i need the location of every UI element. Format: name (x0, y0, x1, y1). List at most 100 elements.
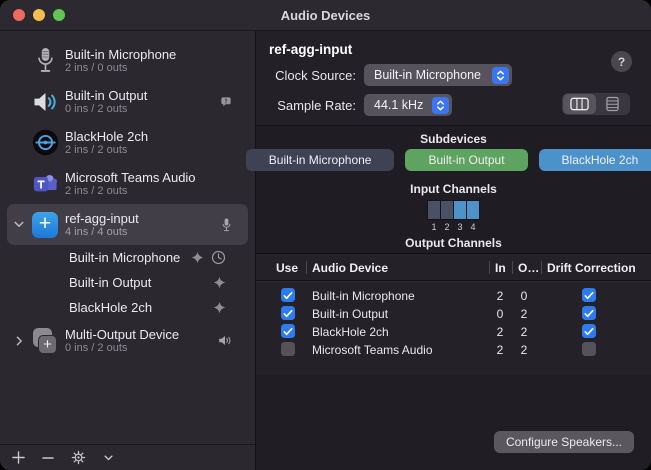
sidebar-subitem-built-in-output[interactable]: Built-in Output (0, 270, 255, 295)
subdevice-name: Built-in Microphone (69, 250, 181, 265)
subdevices-section: Subdevices Built-in Microphone Built-in O… (245, 125, 651, 253)
table-row-built-in-microphone[interactable]: Built-in Microphone 2 0 (256, 286, 651, 304)
spark-icon (213, 276, 226, 289)
table-row-built-in-output[interactable]: Built-in Output 0 2 (256, 304, 651, 322)
clock-source-value: Built-in Microphone (374, 68, 481, 82)
collapse-chevron-icon (103, 454, 113, 461)
view-mode-segmented-control (562, 93, 630, 115)
bottom-section: Configure Speakers... (256, 375, 651, 470)
table-body: Built-in Microphone 2 0 Built-in Output 0 2 Bl… (256, 281, 651, 358)
columns-view-button[interactable] (563, 94, 596, 114)
table-row-blackhole-2ch[interactable]: BlackHole 2ch 2 2 (256, 322, 651, 340)
table-row-microsoft-teams-audio[interactable]: Microsoft Teams Audio 2 2 (256, 340, 651, 358)
collapse-device-button[interactable] (100, 454, 116, 461)
device-title: ref-agg-input (269, 42, 353, 57)
device-name: Microsoft Teams Audio (65, 169, 196, 185)
clock-source-label: Clock Source: (275, 68, 356, 83)
window-title: Audio Devices (280, 7, 371, 23)
columns-view-icon (570, 97, 589, 111)
use-checkbox[interactable] (281, 342, 295, 356)
clock-source-popup[interactable]: Built-in Microphone (364, 64, 512, 86)
subdevices-heading: Subdevices (420, 132, 487, 146)
device-sidebar: Built-in Microphone 2 ins / 0 outs Built-i… (0, 31, 256, 470)
close-window-button[interactable] (13, 9, 25, 21)
device-name: Built-in Output (65, 87, 148, 103)
sidebar-subitem-blackhole-2ch[interactable]: BlackHole 2ch (0, 295, 255, 320)
speaker-small-icon (218, 334, 232, 347)
column-separator (512, 261, 513, 274)
drift-correction-checkbox[interactable] (582, 342, 596, 356)
zoom-window-button[interactable] (53, 9, 65, 21)
device-channels-summary: 2 ins / 2 outs (65, 184, 128, 197)
add-icon (11, 451, 25, 464)
sidebar-subitem-built-in-microphone[interactable]: Built-in Microphone (0, 245, 255, 270)
row-out-count: 2 (520, 306, 528, 321)
channel-number: 3 (457, 222, 463, 232)
chevron-down-icon[interactable] (8, 221, 30, 228)
multi-output-icon: + (30, 327, 60, 354)
channel-number: 2 (444, 222, 450, 232)
use-checkbox[interactable] (281, 288, 295, 302)
subdevice-table: Use Audio Device In O… Drift Correction … (256, 253, 651, 375)
use-checkbox[interactable] (281, 306, 295, 320)
subdevice-pills: Built-in Microphone Built-in Output BlackH… (245, 149, 651, 171)
blackhole-icon (30, 129, 60, 156)
drift-correction-checkbox[interactable] (582, 324, 596, 338)
device-name: ref-agg-input (65, 210, 139, 226)
subdevice-pill-blackhole-2ch[interactable]: BlackHole 2ch (538, 149, 651, 171)
col-use[interactable]: Use (276, 261, 299, 275)
channel-number: 1 (431, 222, 437, 232)
table-header: Use Audio Device In O… Drift Correction (256, 254, 651, 281)
spark-icon (213, 301, 226, 314)
row-device-name: Microsoft Teams Audio (312, 342, 433, 357)
microphone-icon (30, 47, 60, 74)
sidebar-item-multi-output-device[interactable]: + Multi-Output Device 0 ins / 2 outs (0, 320, 255, 361)
sidebar-item-microsoft-teams-audio[interactable]: Microsoft Teams Audio 2 ins / 2 outs (0, 163, 255, 204)
device-name: Built-in Microphone (65, 46, 177, 62)
sidebar-item-ref-agg-input[interactable]: + ref-agg-input 4 ins / 4 outs (7, 204, 248, 245)
help-button[interactable]: ? (611, 51, 632, 72)
sidebar-item-built-in-output[interactable]: Built-in Output 0 ins / 2 outs (0, 81, 255, 122)
use-checkbox[interactable] (281, 324, 295, 338)
device-name: Multi-Output Device (65, 326, 180, 342)
output-channels-heading: Output Channels (405, 236, 502, 250)
col-audio-device[interactable]: Audio Device (312, 261, 389, 275)
sidebar-toolbar (0, 444, 255, 470)
sample-rate-popup[interactable]: 44.1 kHz (364, 94, 452, 116)
drift-correction-checkbox[interactable] (582, 306, 596, 320)
channel-number: 4 (470, 222, 476, 232)
aggregate-device-icon: + (30, 211, 60, 238)
row-in-count: 2 (496, 342, 504, 357)
minimize-window-button[interactable] (33, 9, 45, 21)
row-out-count: 2 (520, 324, 528, 339)
subdevice-pill-built-in-microphone[interactable]: Built-in Microphone (245, 149, 395, 171)
rows-view-button[interactable] (596, 94, 629, 114)
device-channels-summary: 4 ins / 4 outs (65, 225, 128, 238)
col-out[interactable]: O… (518, 261, 540, 275)
add-device-button[interactable] (10, 451, 26, 464)
sidebar-item-built-in-microphone[interactable]: Built-in Microphone 2 ins / 0 outs (0, 40, 255, 81)
actions-device-button[interactable] (70, 450, 86, 465)
input-channels-heading: Input Channels (410, 182, 497, 196)
popup-stepper-icon (432, 96, 449, 114)
remove-device-button[interactable] (40, 456, 56, 460)
remove-icon (42, 456, 54, 460)
popup-stepper-icon (492, 66, 509, 84)
spark-icon (191, 251, 204, 264)
sidebar-item-blackhole-2ch[interactable]: BlackHole 2ch 2 ins / 2 outs (0, 122, 255, 163)
configure-speakers-button[interactable]: Configure Speakers... (493, 431, 634, 453)
row-in-count: 2 (496, 288, 504, 303)
gear-icon (71, 450, 86, 465)
channel-block-4 (467, 201, 479, 219)
drift-correction-checkbox[interactable] (582, 288, 596, 302)
title-bar[interactable]: Audio Devices (0, 0, 651, 31)
col-drift-correction[interactable]: Drift Correction (547, 261, 636, 275)
device-channels-summary: 2 ins / 2 outs (65, 143, 128, 156)
row-device-name: Built-in Microphone (312, 288, 415, 303)
sample-rate-value: 44.1 kHz (374, 98, 424, 112)
chevron-right-icon[interactable] (8, 336, 30, 346)
subdevice-pill-built-in-output[interactable]: Built-in Output (405, 149, 528, 171)
col-in[interactable]: In (495, 261, 506, 275)
